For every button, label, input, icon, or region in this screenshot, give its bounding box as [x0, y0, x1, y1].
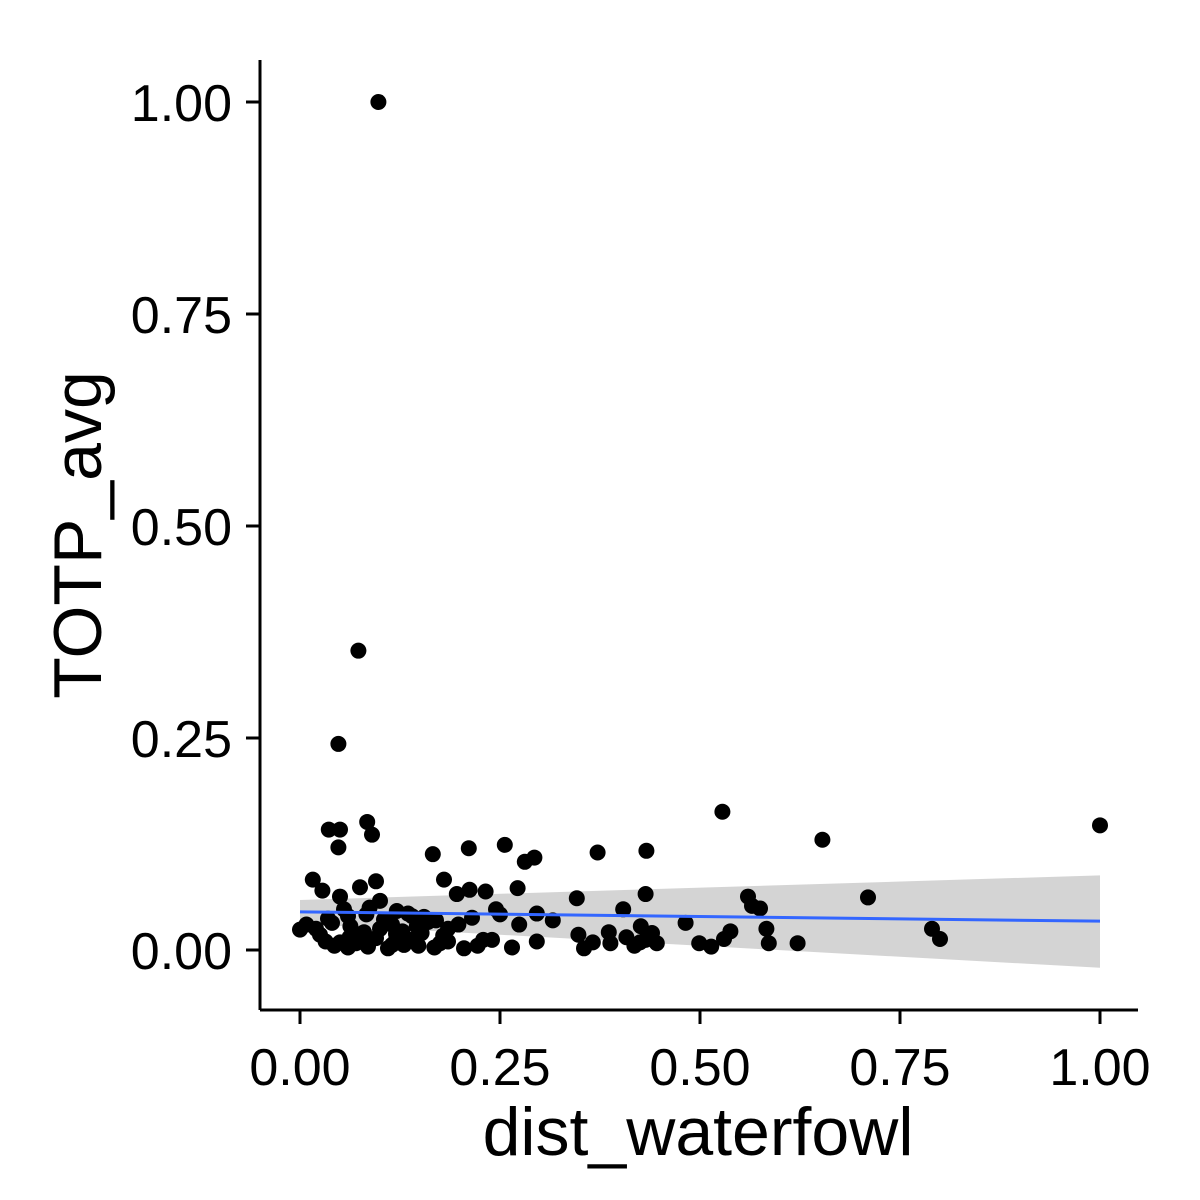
data-point: [568, 890, 585, 907]
data-point: [332, 888, 348, 905]
data-point: [341, 929, 358, 946]
y-tick-label: 1.00: [131, 75, 232, 133]
data-point: [602, 935, 619, 952]
x-axis-title: dist_waterfowl: [483, 1094, 914, 1170]
data-point: [368, 873, 384, 890]
data-point: [314, 882, 331, 899]
x-tick-label: 0.75: [849, 1039, 950, 1097]
data-point: [448, 886, 465, 903]
confidence-band: [300, 875, 1100, 968]
data-point: [461, 881, 478, 898]
data-point: [359, 813, 376, 830]
data-point: [589, 844, 606, 861]
x-tick-label: 0.50: [649, 1039, 750, 1097]
data-point: [932, 930, 948, 947]
data-point: [618, 929, 635, 946]
confidence-band-layer: [300, 875, 1100, 968]
data-point: [744, 897, 760, 914]
data-point: [364, 826, 380, 843]
data-point: [358, 906, 375, 923]
x-tick-label: 0.00: [249, 1039, 350, 1097]
data-point: [576, 940, 592, 957]
data-point: [350, 642, 367, 659]
data-point: [760, 935, 777, 952]
data-point: [456, 940, 472, 957]
data-point: [320, 821, 337, 838]
data-point: [528, 933, 545, 950]
data-point: [332, 821, 348, 838]
data-point: [637, 886, 654, 903]
data-point: [677, 914, 694, 931]
data-point: [758, 920, 775, 937]
y-tick-label: 0.25: [131, 711, 232, 769]
data-point: [691, 935, 708, 952]
data-point: [304, 871, 321, 888]
data-point: [484, 931, 500, 948]
y-tick-label: 0.50: [131, 499, 232, 557]
data-point: [716, 930, 732, 947]
data-point: [308, 920, 324, 937]
data-point: [440, 920, 456, 937]
data-point: [352, 879, 368, 896]
y-tick-label: 0.75: [131, 287, 232, 345]
data-point: [424, 846, 441, 863]
data-point: [638, 842, 655, 859]
axes-layer: 0.00 0.25 0.50 0.75 1.00 0.00 0.25 0.50 0.75 1.00: [131, 60, 1151, 1097]
data-point: [388, 931, 404, 948]
data-point: [644, 925, 660, 942]
y-axis-title: TOTP_avg: [40, 371, 116, 699]
data-point: [469, 937, 486, 954]
data-point: [496, 836, 513, 853]
data-point: [440, 933, 456, 950]
data-point: [410, 937, 427, 954]
data-point: [789, 935, 806, 952]
data-point: [360, 933, 376, 950]
data-point: [336, 901, 352, 918]
data-point: [317, 933, 334, 950]
data-point: [509, 880, 526, 897]
data-point: [330, 735, 347, 752]
data-point: [370, 94, 387, 110]
data-point: [703, 938, 720, 955]
smooth-line-layer: [299, 910, 1101, 923]
data-point: [477, 883, 494, 900]
data-point: [714, 803, 731, 820]
data-point: [428, 912, 444, 929]
data-point: [516, 853, 533, 870]
data-point: [1092, 817, 1108, 834]
x-tick-label: 1.00: [1049, 1039, 1150, 1097]
data-point: [570, 926, 587, 943]
data-point: [376, 911, 392, 928]
data-point: [615, 901, 632, 918]
data-point: [504, 939, 520, 956]
data-points-layer: [292, 94, 1108, 957]
data-point: [814, 831, 831, 848]
smooth-line: [299, 910, 1101, 923]
data-point: [460, 840, 477, 857]
data-point: [464, 909, 480, 926]
data-point: [511, 916, 528, 933]
data-point: [404, 908, 420, 925]
data-point: [330, 839, 347, 856]
x-tick-label: 0.25: [449, 1039, 550, 1097]
data-point: [860, 889, 876, 906]
data-point: [324, 914, 340, 931]
data-point: [436, 871, 452, 888]
y-tick-label: 0.00: [131, 923, 232, 981]
